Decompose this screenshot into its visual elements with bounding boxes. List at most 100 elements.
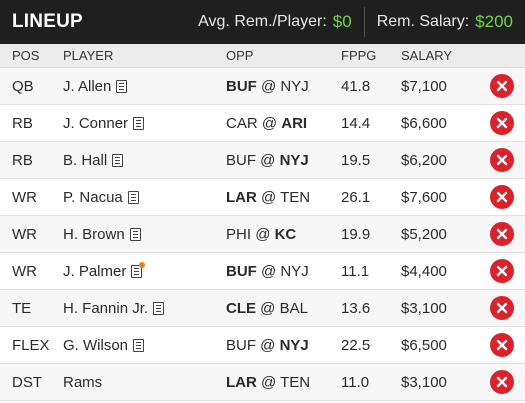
row-position: WR — [12, 225, 37, 243]
notes-icon[interactable] — [116, 79, 128, 93]
notes-icon[interactable] — [153, 301, 165, 315]
row-opponent: LAR @ TEN — [226, 189, 341, 206]
at-symbol: @ — [261, 373, 277, 391]
row-salary: $4,400 — [401, 262, 447, 280]
lineup-row: RB J. Conner CAR @ ARI 14.4 $6,600 — [0, 105, 525, 142]
home-team: BAL — [279, 299, 308, 317]
notes-icon[interactable] — [131, 261, 146, 278]
remaining-salary-value: $200 — [475, 12, 513, 31]
row-fppg: 19.5 — [341, 151, 371, 169]
row-position: RB — [12, 151, 33, 169]
notes-icon[interactable] — [133, 116, 145, 130]
row-player[interactable]: Rams — [63, 374, 226, 391]
row-fppg: 26.1 — [341, 188, 371, 206]
lineup-row: RB B. Hall BUF @ NYJ 19.5 $6,200 — [0, 142, 525, 179]
remove-player-button[interactable] — [490, 148, 514, 172]
remove-icon — [496, 302, 508, 314]
row-player[interactable]: G. Wilson — [63, 337, 226, 354]
row-remove — [479, 222, 525, 246]
remaining-salary-label: Rem. Salary: — [376, 13, 470, 30]
at-symbol: @ — [260, 336, 276, 354]
lineup-row: TE H. Fannin Jr. CLE @ BAL 13.6 $3,100 — [0, 290, 525, 327]
at-symbol: @ — [260, 151, 276, 169]
row-salary: $3,100 — [401, 299, 447, 317]
column-header-salary: SALARY — [401, 48, 453, 63]
player-name[interactable]: P. Nacua — [63, 188, 123, 206]
away-team: PHI — [226, 225, 252, 243]
remove-player-button[interactable] — [490, 370, 514, 394]
remove-player-button[interactable] — [490, 74, 514, 98]
lineup-row: WR H. Brown PHI @ KC 19.9 $5,200 — [0, 216, 525, 253]
row-position: RB — [12, 114, 33, 132]
remove-icon — [496, 339, 508, 351]
away-team: CLE — [226, 299, 256, 317]
row-fppg: 22.5 — [341, 336, 371, 354]
at-symbol: @ — [261, 262, 277, 280]
avg-remaining-value: $0 — [332, 12, 352, 31]
lineup-rows: QB J. Allen BUF @ NYJ 41.8 $7,100 RB J. Conner… — [0, 68, 525, 401]
notes-icon[interactable] — [127, 190, 139, 204]
remove-player-button[interactable] — [490, 333, 514, 357]
player-name[interactable]: J. Conner — [63, 114, 129, 132]
away-team: LAR — [226, 188, 257, 206]
remove-icon — [496, 228, 508, 240]
player-name[interactable]: J. Allen — [63, 77, 112, 95]
at-symbol: @ — [261, 77, 277, 95]
remove-player-button[interactable] — [490, 296, 514, 320]
lineup-row: DST Rams LAR @ TEN 11.0 $3,100 — [0, 364, 525, 401]
lineup-header: LINEUP Avg. Rem./Player: $0 Rem. Salary:… — [0, 0, 525, 44]
row-player[interactable]: J. Conner — [63, 115, 226, 132]
home-team: ARI — [281, 114, 308, 132]
row-opponent: LAR @ TEN — [226, 374, 341, 391]
row-opponent: CLE @ BAL — [226, 300, 341, 317]
row-fppg: 11.0 — [341, 373, 370, 391]
avg-remaining-per-player: Avg. Rem./Player: $0 — [198, 12, 352, 32]
remove-player-button[interactable] — [490, 222, 514, 246]
column-headers: POS PLAYER OPP FPPG SALARY — [0, 44, 525, 68]
player-name[interactable]: J. Palmer — [63, 262, 127, 280]
player-name[interactable]: G. Wilson — [63, 336, 129, 354]
remove-icon — [496, 191, 508, 203]
away-team: CAR — [226, 114, 258, 132]
row-opponent: PHI @ KC — [226, 226, 341, 243]
home-team: NYJ — [279, 336, 309, 354]
player-name[interactable]: H. Fannin Jr. — [63, 299, 149, 317]
remove-player-button[interactable] — [490, 185, 514, 209]
notes-icon[interactable] — [133, 338, 145, 352]
row-salary: $7,100 — [401, 77, 447, 95]
at-symbol: @ — [260, 299, 276, 317]
row-salary: $3,100 — [401, 373, 447, 391]
row-fppg: 11.1 — [341, 262, 370, 280]
row-player[interactable]: H. Brown — [63, 226, 226, 243]
column-header-opp: OPP — [226, 48, 254, 63]
home-team: KC — [274, 225, 297, 243]
row-player[interactable]: H. Fannin Jr. — [63, 300, 226, 317]
column-header-player: PLAYER — [63, 48, 114, 63]
row-opponent: BUF @ NYJ — [226, 78, 341, 95]
row-player[interactable]: J. Palmer — [63, 261, 226, 280]
home-team: NYJ — [280, 77, 309, 95]
row-remove — [479, 333, 525, 357]
away-team: LAR — [226, 373, 257, 391]
header-divider — [363, 7, 365, 37]
row-opponent: BUF @ NYJ — [226, 337, 341, 354]
home-team: NYJ — [280, 262, 309, 280]
row-player[interactable]: P. Nacua — [63, 189, 226, 206]
player-name[interactable]: Rams — [63, 373, 103, 391]
row-player[interactable]: B. Hall — [63, 152, 226, 169]
player-name[interactable]: H. Brown — [63, 225, 125, 243]
at-symbol: @ — [261, 114, 278, 132]
remove-player-button[interactable] — [490, 111, 514, 135]
at-symbol: @ — [261, 188, 277, 206]
player-name[interactable]: B. Hall — [63, 151, 108, 169]
row-player[interactable]: J. Allen — [63, 78, 226, 95]
row-salary: $6,200 — [401, 151, 447, 169]
row-fppg: 14.4 — [341, 114, 371, 132]
notes-icon[interactable] — [112, 153, 124, 167]
row-fppg: 13.6 — [341, 299, 371, 317]
remove-icon — [496, 117, 508, 129]
row-remove — [479, 74, 525, 98]
remove-player-button[interactable] — [490, 259, 514, 283]
away-team: BUF — [226, 336, 256, 354]
notes-icon[interactable] — [129, 227, 141, 241]
